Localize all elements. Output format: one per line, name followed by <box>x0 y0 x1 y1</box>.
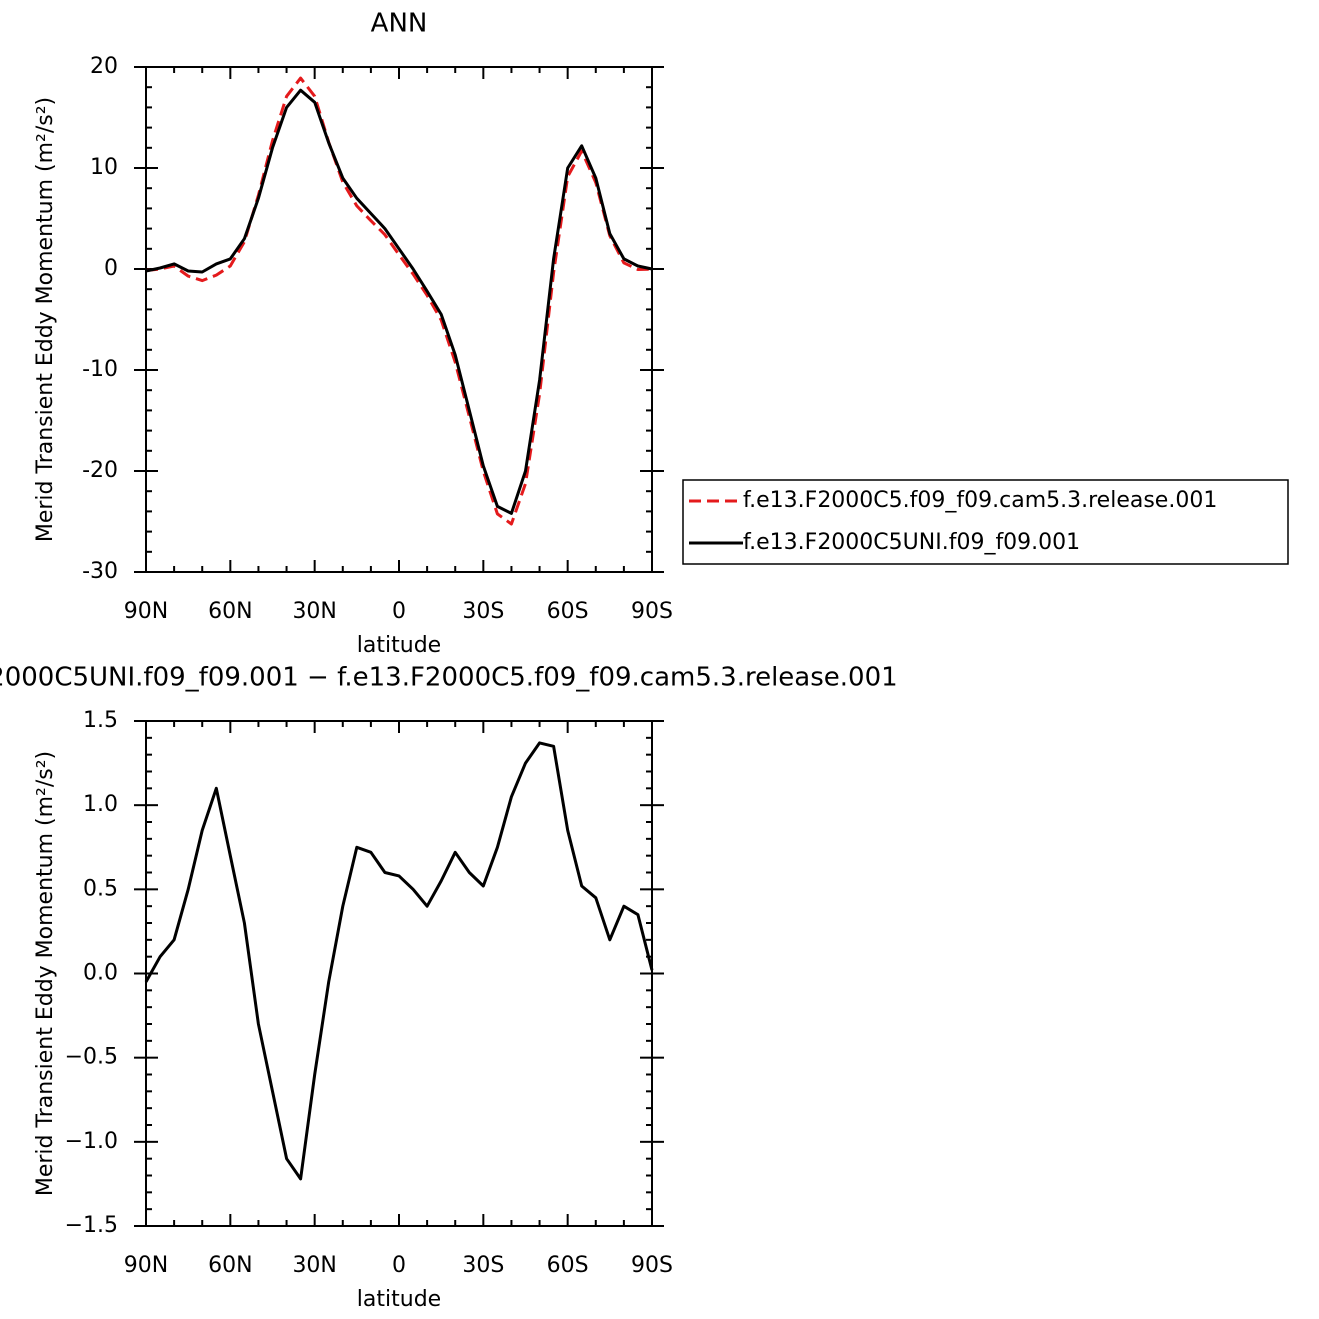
series-line <box>145 88 653 515</box>
y-tick-label: -10 <box>82 357 118 382</box>
y-tick-label: -20 <box>82 458 118 483</box>
chart-title: ANN <box>371 9 428 39</box>
x-tick-label: 0 <box>392 1253 406 1278</box>
legend-label: f.e13.F2000C5.f09_f09.cam5.3.release.001 <box>743 488 1217 513</box>
x-tick-label: 30N <box>292 1253 336 1278</box>
x-tick-label: 30S <box>462 1253 504 1278</box>
x-tick-label: 30N <box>292 599 336 624</box>
x-tick-label: 60N <box>208 1253 252 1278</box>
y-tick-label: 20 <box>90 54 118 79</box>
x-tick-label: 90N <box>124 599 168 624</box>
y-tick-label: 1.0 <box>83 792 118 817</box>
x-tick-label: 90N <box>124 1253 168 1278</box>
x-tick-label: 60S <box>547 599 589 624</box>
x-tick-label: 60S <box>547 1253 589 1278</box>
series-line <box>145 76 653 526</box>
y-tick-label: 0.0 <box>83 961 118 986</box>
y-tick-label: -30 <box>82 559 118 584</box>
x-tick-label: 30S <box>462 599 504 624</box>
x-tick-label: 60N <box>208 599 252 624</box>
y-tick-label: −0.5 <box>65 1045 118 1070</box>
x-axis-label: latitude <box>357 1287 441 1312</box>
series-line <box>144 741 654 1181</box>
y-axis-label: Merid Transient Eddy Momentum (m²/s²) <box>33 751 58 1196</box>
y-tick-label: −1.0 <box>65 1129 118 1154</box>
x-axis-label: latitude <box>357 633 441 658</box>
y-tick-label: 0 <box>104 256 118 281</box>
x-tick-label: 90S <box>631 599 673 624</box>
plot-frame <box>145 66 653 573</box>
y-axis-label: Merid Transient Eddy Momentum (m²/s²) <box>33 97 58 542</box>
legend-box <box>682 479 1289 565</box>
legend-label: f.e13.F2000C5UNI.f09_f09.001 <box>743 530 1080 555</box>
y-tick-label: −1.5 <box>65 1213 118 1238</box>
y-tick-label: 1.5 <box>83 708 118 733</box>
chart-title: f.e13.F2000C5UNI.f09_f09.001 − f.e13.F20… <box>0 663 898 693</box>
x-tick-label: 90S <box>631 1253 673 1278</box>
plot-frame <box>145 720 653 1227</box>
x-tick-label: 0 <box>392 599 406 624</box>
y-tick-label: 10 <box>90 155 118 180</box>
y-tick-label: 0.5 <box>83 876 118 901</box>
